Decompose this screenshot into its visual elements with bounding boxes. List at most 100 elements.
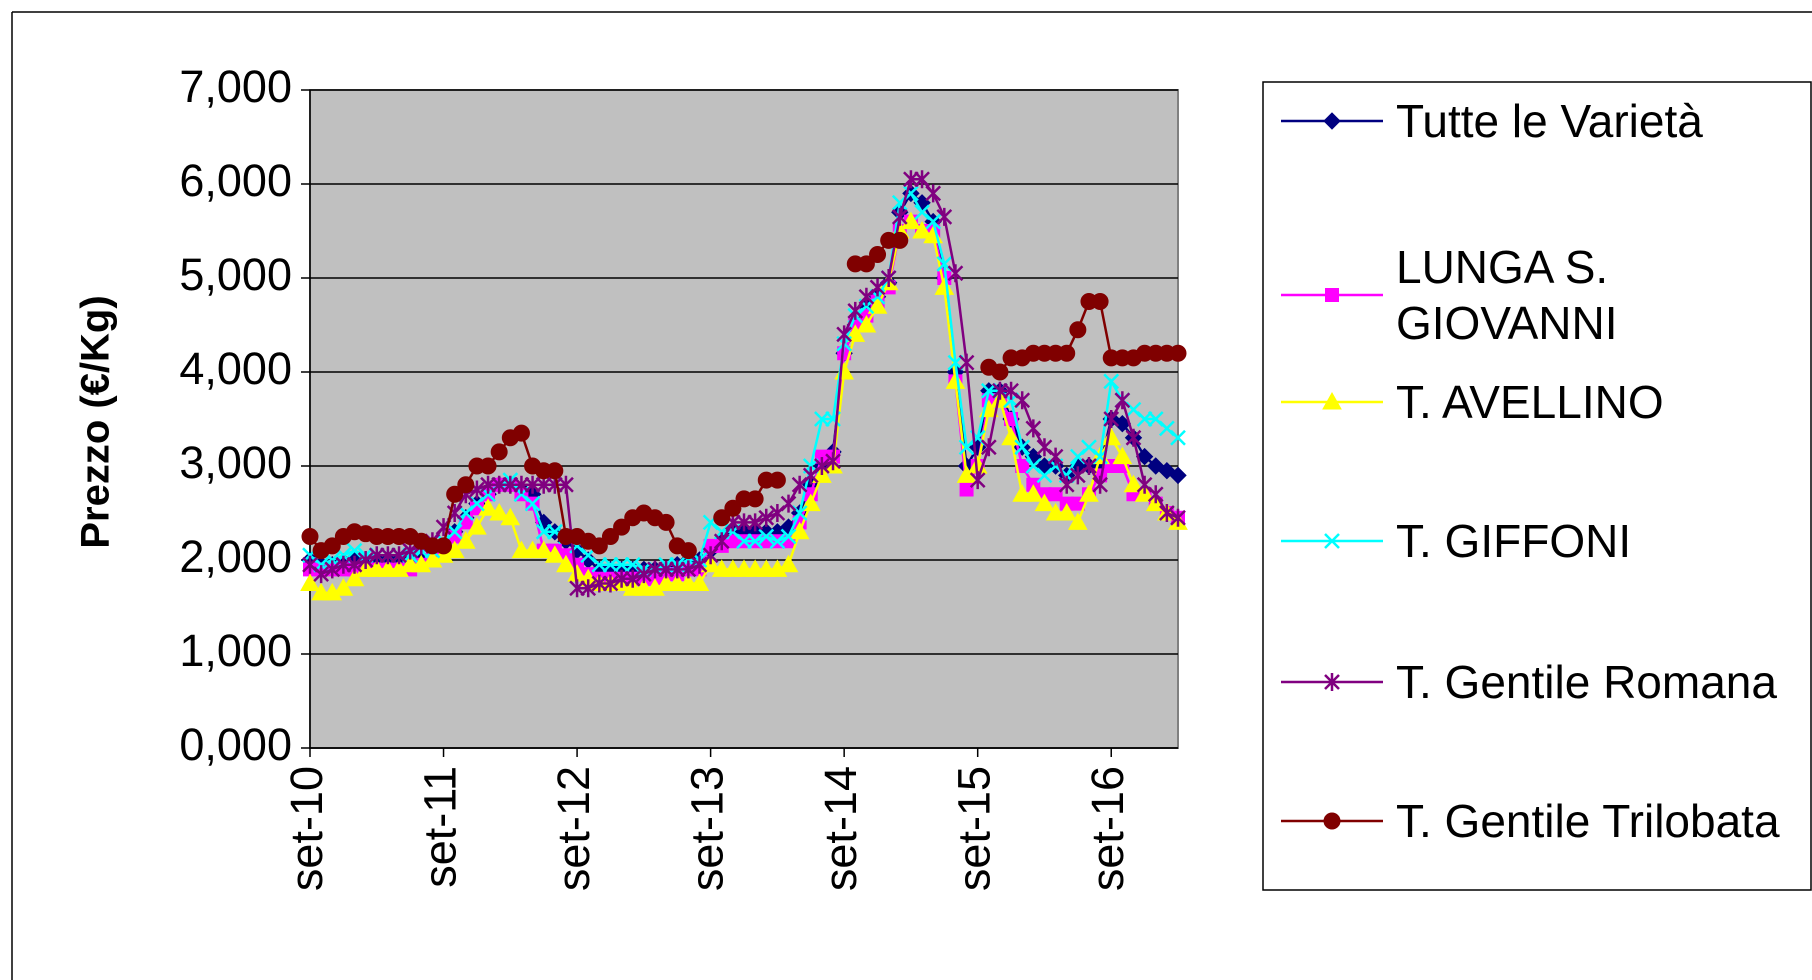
point [1015,459,1030,473]
point [1323,112,1341,130]
x-tick-label: set-16 [1082,766,1133,891]
point [1324,533,1340,549]
point [591,574,608,593]
point [758,508,775,527]
point [313,565,330,584]
point [958,353,975,372]
point [689,573,710,591]
point [778,554,799,573]
point [1056,502,1077,521]
x-tick-label: set-14 [815,766,866,891]
y-tick-label: 6,000 [179,155,292,206]
point [912,220,932,239]
y-tick-label: 7,000 [179,61,292,112]
point [1324,673,1340,691]
point [613,518,631,536]
point [780,528,797,545]
point [1170,508,1186,527]
point [901,211,921,230]
legend-label: T. GIFFONI [1396,515,1632,567]
point [945,371,966,389]
legend-label: T. AVELLINO [1396,376,1664,428]
point [669,560,686,579]
point [591,556,608,573]
point [1136,411,1153,427]
point [602,574,619,593]
point [435,537,453,555]
point [1103,373,1120,390]
point [380,546,396,565]
point [814,457,830,475]
point [657,513,675,531]
point [1112,446,1133,465]
point [1014,391,1031,410]
point [1081,457,1097,475]
legend-label: T. Gentile Romana [1396,656,1777,708]
point [544,545,565,563]
point [346,555,363,574]
y-tick-label: 5,000 [179,249,292,300]
point [934,277,955,295]
point [925,184,942,203]
point [1114,391,1131,410]
point [524,475,541,494]
point [724,499,742,517]
point [1323,812,1341,830]
point [624,569,641,588]
point [856,314,877,333]
point [480,475,496,494]
point [446,485,464,503]
point [513,475,530,494]
point [1047,447,1064,466]
point [333,578,354,596]
point [1023,484,1044,502]
point [455,531,476,549]
point [1014,439,1031,456]
point [502,475,519,494]
point [478,498,498,516]
point [446,523,463,540]
point [713,532,730,551]
point [680,560,697,579]
point [702,546,719,565]
point [556,554,576,573]
point [947,264,964,283]
point [479,457,497,475]
y-tick-label: 1,000 [179,625,292,676]
point [857,255,875,273]
point [324,560,341,579]
x-tick-label: set-11 [414,766,465,888]
point [867,296,888,314]
point [991,363,1009,381]
point [679,542,697,560]
legend-label: Tutte le Varietà [1396,95,1703,147]
point [836,325,853,344]
point [959,482,974,497]
point [602,556,619,573]
point [1123,474,1144,493]
point [768,471,786,489]
point [491,475,508,494]
point [489,502,510,521]
point [1069,321,1087,339]
point [391,546,407,565]
point [869,246,887,263]
x-tick-label: set-13 [682,766,733,891]
point [613,556,630,573]
point [490,443,508,461]
point [344,568,365,587]
point [335,555,352,574]
point [936,207,953,226]
point [613,569,630,588]
point [658,560,674,579]
point [992,381,1008,400]
point [300,573,320,591]
y-tick-label: 2,000 [179,531,292,582]
point [980,382,997,399]
point [736,513,752,532]
point [1091,293,1109,310]
point [569,579,585,598]
point [747,533,764,550]
